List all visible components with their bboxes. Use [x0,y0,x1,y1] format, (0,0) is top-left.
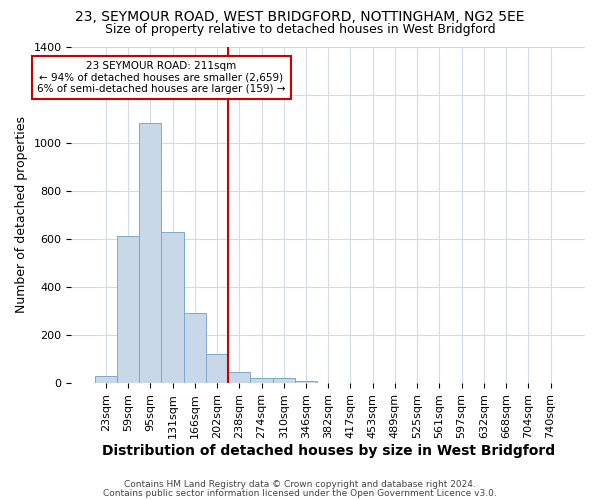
Bar [295,380,317,383]
Y-axis label: Number of detached properties: Number of detached properties [15,116,28,314]
Bar [161,232,184,383]
Text: Contains HM Land Registry data © Crown copyright and database right 2024.: Contains HM Land Registry data © Crown c… [124,480,476,489]
Bar [272,378,295,383]
Text: 23, SEYMOUR ROAD, WEST BRIDGFORD, NOTTINGHAM, NG2 5EE: 23, SEYMOUR ROAD, WEST BRIDGFORD, NOTTIN… [75,10,525,24]
Bar [139,124,161,383]
Text: Size of property relative to detached houses in West Bridgford: Size of property relative to detached ho… [104,22,496,36]
Text: Contains public sector information licensed under the Open Government Licence v3: Contains public sector information licen… [103,488,497,498]
Bar [117,236,139,383]
Bar [250,378,272,383]
Bar [206,354,228,383]
Bar [228,372,250,383]
X-axis label: Distribution of detached houses by size in West Bridgford: Distribution of detached houses by size … [101,444,555,458]
Bar [95,376,117,383]
Bar [184,314,206,383]
Text: 23 SEYMOUR ROAD: 211sqm
← 94% of detached houses are smaller (2,659)
6% of semi-: 23 SEYMOUR ROAD: 211sqm ← 94% of detache… [37,61,286,94]
